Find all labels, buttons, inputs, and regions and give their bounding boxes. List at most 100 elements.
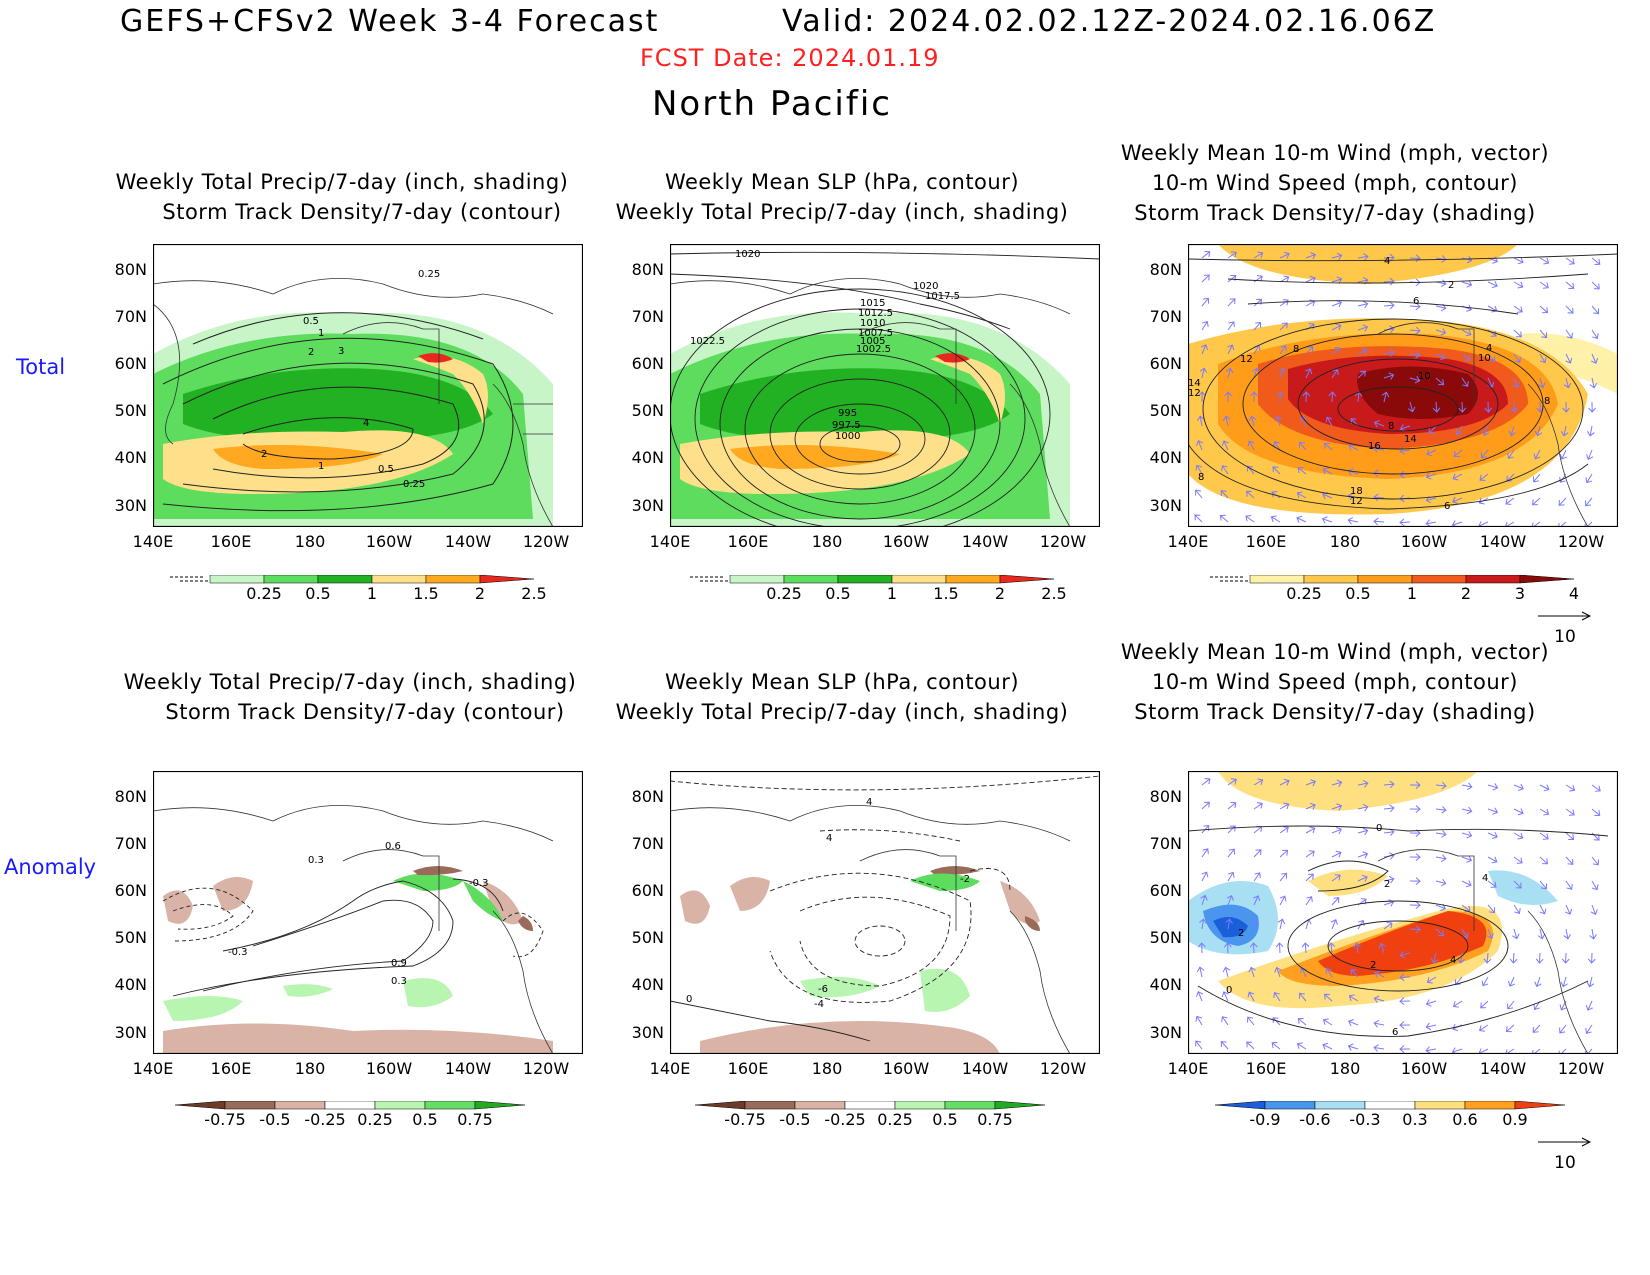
wind-vector-arrow — [1409, 877, 1421, 885]
colorbar-tick-label: 2.5 — [1041, 584, 1067, 603]
wind-vector-arrow — [1357, 803, 1369, 812]
wind-vector-arrow — [1452, 473, 1463, 481]
wind-vector-arrow — [1487, 783, 1499, 791]
wind-vector-arrow — [1296, 515, 1307, 523]
wind-vector-arrow — [1560, 425, 1569, 437]
wind-vector-arrow — [1425, 1046, 1437, 1054]
wind-vector-arrow — [1532, 1024, 1541, 1033]
latitude-label: 50N — [631, 928, 664, 947]
longitude-label: 140W — [444, 1059, 492, 1078]
wind-vector-arrow — [1197, 942, 1206, 954]
svg-text:0.25: 0.25 — [403, 479, 425, 490]
svg-text:1000: 1000 — [835, 431, 860, 442]
wind-vector-arrow — [1271, 1042, 1281, 1050]
longitude-label: 120W — [522, 1059, 570, 1078]
longitude-label: 160E — [727, 1059, 769, 1078]
svg-text:0.5: 0.5 — [378, 464, 394, 475]
wind-vector-arrow — [1383, 875, 1395, 884]
wind-vector-arrow — [1383, 277, 1395, 286]
row-label-anomaly: Anomaly — [4, 855, 97, 879]
colorbar-tick-label: 0.25 — [766, 584, 802, 603]
latitude-label: 40N — [1149, 448, 1182, 467]
colorbar-tick-label: 2 — [474, 584, 486, 603]
precip-shade-coast — [413, 356, 488, 424]
wind-vector-arrow — [1224, 391, 1232, 403]
precip-shade-orange — [213, 445, 383, 469]
wind-vector-arrow — [1270, 515, 1281, 523]
wind-vector-arrow — [1591, 281, 1600, 290]
latitude-label: 50N — [114, 928, 147, 947]
wind-vector-arrow — [1357, 827, 1369, 836]
wind-vector-arrow — [1383, 301, 1395, 310]
svg-text:4: 4 — [866, 797, 872, 808]
wind-vector-arrow — [1531, 1048, 1541, 1054]
latitude-label: 80N — [114, 260, 147, 279]
wind-vector-arrow — [1539, 257, 1550, 265]
wind-vector-arrow — [1590, 353, 1599, 364]
svg-text:2: 2 — [1384, 879, 1390, 890]
panel-title-line: Weekly Total Precip/7-day (inch, shading… — [115, 170, 569, 194]
wind-vector-arrow — [1513, 329, 1522, 338]
wind-vector-arrow — [1272, 466, 1281, 475]
wind-vector-arrow — [1225, 918, 1233, 930]
svg-text:0: 0 — [1226, 985, 1232, 996]
colorbar-tick-label: 0.3 — [1402, 1110, 1428, 1129]
wind-vector-arrow — [1532, 497, 1541, 506]
wind-vector-arrow — [1195, 1015, 1203, 1026]
longitude-label: 140E — [649, 1059, 691, 1078]
wind-vector-arrow — [1347, 1043, 1359, 1051]
latitude-label: 60N — [114, 881, 147, 900]
panel-title-line: Storm Track Density/7-day (shading) — [1134, 201, 1536, 225]
svg-text:0: 0 — [1376, 823, 1382, 834]
precip-anom-svg: 0.6 0.3 -0.3 -0.3 0.9 0.3 — [153, 771, 583, 1054]
wind-vector-arrow — [1201, 871, 1209, 882]
svg-text:12: 12 — [1188, 388, 1201, 399]
wind-vector-arrow — [1484, 401, 1493, 413]
latitude-label: 30N — [1149, 1023, 1182, 1042]
longitude-label: 160E — [727, 532, 769, 551]
wind-vector-arrow — [1591, 329, 1599, 340]
wind-vectors-total — [1194, 251, 1601, 527]
svg-text:6: 6 — [1413, 296, 1419, 307]
colorbar-tick-label: 1 — [886, 584, 898, 603]
wind-vector-arrow — [1328, 391, 1337, 403]
wind-vector-arrow — [1221, 440, 1229, 451]
wind-vector-arrow — [1409, 375, 1421, 384]
wind-vector-arrow — [1220, 490, 1229, 499]
wind-vector-arrow — [1195, 1040, 1203, 1050]
wind-vector-arrow — [1461, 782, 1473, 791]
wind-vector-arrow — [1399, 997, 1411, 1006]
colorbar-strip — [1214, 1100, 1566, 1110]
wind-vector-arrow — [1399, 518, 1411, 527]
wind-vector-arrow — [1565, 353, 1573, 364]
svg-text:2: 2 — [261, 449, 267, 460]
wind-vector-arrow — [1350, 969, 1359, 978]
wind-vector-arrow — [1253, 275, 1263, 283]
wind-vector-arrow — [1227, 802, 1237, 810]
wind-vector-arrow — [1435, 328, 1447, 336]
vector-reference-anom: 10 — [1536, 1134, 1596, 1173]
wind-vector-arrow — [1399, 1021, 1411, 1029]
wind-vector-arrow — [1591, 257, 1601, 265]
wind-vector-arrow — [1461, 377, 1469, 387]
map-slp-anom: 4 4 -2 -6 -4 0 — [670, 771, 1100, 1054]
latitude-label: 70N — [114, 307, 147, 326]
wind-vector-arrow — [1221, 991, 1229, 1002]
wind-vector-arrow — [1296, 1042, 1307, 1050]
wind-vector-arrow — [1482, 425, 1490, 436]
panel-title-slp-anom: Weekly Mean SLP (hPa, contour) Weekly To… — [592, 667, 1092, 727]
latitude-label: 40N — [631, 975, 664, 994]
svg-text:6: 6 — [1392, 1027, 1398, 1038]
wind-vector-arrow — [1219, 514, 1229, 523]
wind-vector-arrow — [1513, 783, 1524, 791]
wind-vector-arrow — [1383, 349, 1395, 357]
svg-text:2: 2 — [1448, 280, 1454, 291]
svg-text:12: 12 — [1240, 354, 1253, 365]
wind-vector-arrow — [1590, 904, 1598, 916]
wind-vector-arrow — [1199, 367, 1208, 379]
wind-vector-arrow — [1383, 899, 1395, 907]
wind-vector-arrow — [1330, 919, 1338, 930]
wind-vector-arrow — [1246, 1041, 1255, 1050]
svg-text:0.3: 0.3 — [391, 976, 407, 987]
wind-vector-arrow — [1425, 999, 1437, 1007]
